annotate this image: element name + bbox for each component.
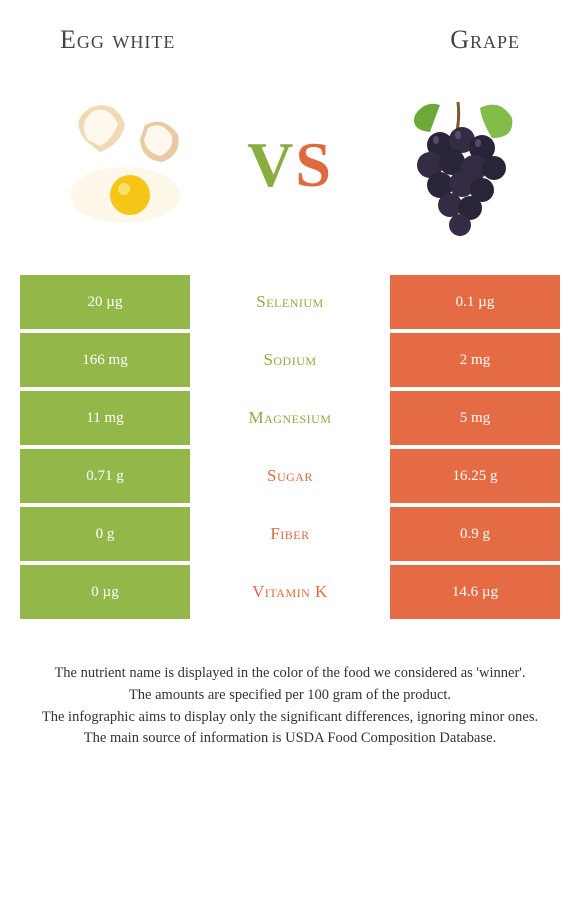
right-value: 16.25 g	[390, 449, 560, 503]
egg-white-icon	[50, 90, 200, 240]
table-row: 0 g Fiber 0.9 g	[20, 507, 560, 561]
nutrient-table: 20 µg Selenium 0.1 µg 166 mg Sodium 2 mg…	[0, 275, 580, 619]
nutrient-label: Fiber	[190, 507, 390, 561]
vs-v: V	[247, 129, 295, 200]
left-value: 11 mg	[20, 391, 190, 445]
left-value: 0.71 g	[20, 449, 190, 503]
left-value: 20 µg	[20, 275, 190, 329]
left-value: 0 µg	[20, 565, 190, 619]
hero-row: VS	[0, 65, 580, 275]
grape-icon	[380, 90, 530, 240]
left-food-title: Egg white	[60, 25, 175, 55]
note-line: The nutrient name is displayed in the co…	[25, 663, 555, 685]
vs-label: VS	[247, 128, 333, 202]
table-row: 0.71 g Sugar 16.25 g	[20, 449, 560, 503]
right-value: 14.6 µg	[390, 565, 560, 619]
nutrient-label: Vitamin K	[190, 565, 390, 619]
right-value: 0.9 g	[390, 507, 560, 561]
vs-s: S	[295, 129, 333, 200]
right-value: 0.1 µg	[390, 275, 560, 329]
note-line: The infographic aims to display only the…	[25, 707, 555, 729]
right-food-title: Grape	[450, 25, 520, 55]
right-value: 2 mg	[390, 333, 560, 387]
left-value: 166 mg	[20, 333, 190, 387]
table-row: 0 µg Vitamin K 14.6 µg	[20, 565, 560, 619]
nutrient-label: Sodium	[190, 333, 390, 387]
nutrient-label: Magnesium	[190, 391, 390, 445]
footer-notes: The nutrient name is displayed in the co…	[0, 623, 580, 750]
nutrient-label: Sugar	[190, 449, 390, 503]
table-row: 20 µg Selenium 0.1 µg	[20, 275, 560, 329]
header-row: Egg white Grape	[0, 0, 580, 65]
left-value: 0 g	[20, 507, 190, 561]
table-row: 166 mg Sodium 2 mg	[20, 333, 560, 387]
right-value: 5 mg	[390, 391, 560, 445]
nutrient-label: Selenium	[190, 275, 390, 329]
note-line: The amounts are specified per 100 gram o…	[25, 685, 555, 707]
note-line: The main source of information is USDA F…	[25, 728, 555, 750]
table-row: 11 mg Magnesium 5 mg	[20, 391, 560, 445]
